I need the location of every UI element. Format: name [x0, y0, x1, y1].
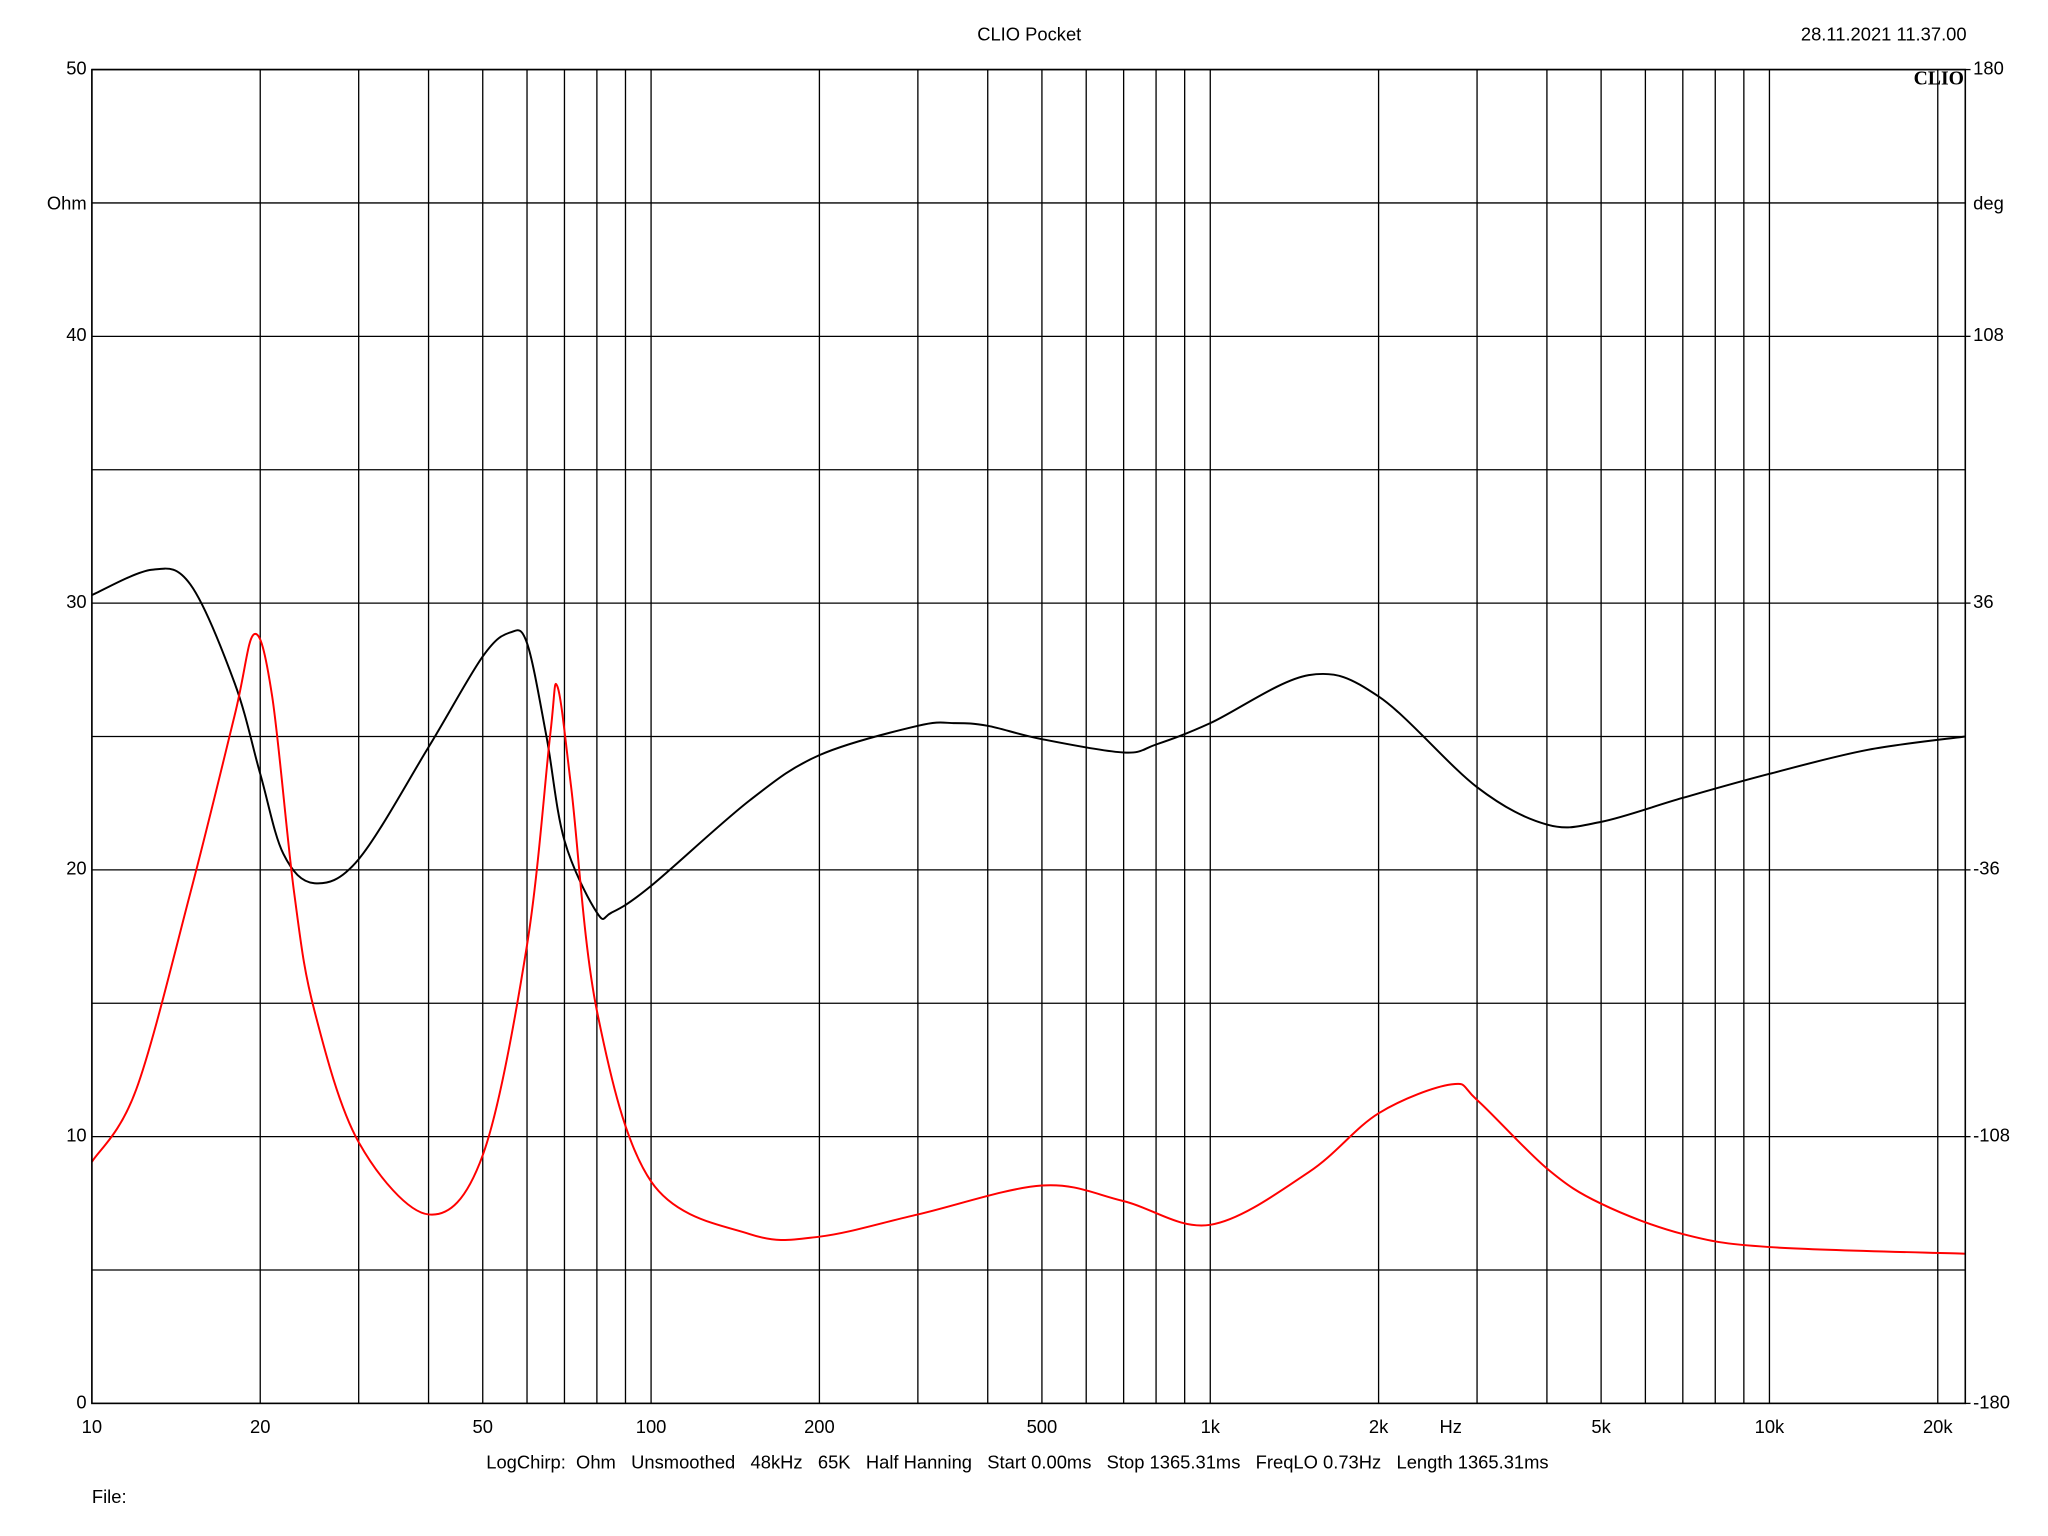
y2-tick-label: 36 [1973, 591, 1993, 612]
x-tick-label: 200 [804, 1416, 835, 1437]
plot-frame [91, 68, 1967, 1405]
file-label: File: [92, 1486, 127, 1507]
series-line [91, 567, 1966, 920]
y-tick-label: 20 [66, 858, 86, 879]
x-tick-label: 2k [1369, 1416, 1389, 1437]
curves [91, 567, 1966, 1255]
x-tick-label: 20 [250, 1416, 270, 1437]
x-tick-label: 500 [1027, 1416, 1058, 1437]
footer: LogChirp: Ohm Unsmoothed 48kHz 65K Half … [486, 1452, 1548, 1473]
x-tick-label: 100 [636, 1416, 667, 1437]
y2-axis-label: deg [1973, 193, 2004, 214]
x-tick-label: 10 [82, 1416, 102, 1437]
x-axis-label: Hz [1439, 1416, 1461, 1437]
y-tick-label: 40 [66, 324, 86, 345]
x-tick-label: 5k [1591, 1416, 1611, 1437]
y2-tick-label: 180 [1973, 57, 2004, 78]
x-tick-label: 10k [1755, 1416, 1785, 1437]
x-tick-label: 1k [1201, 1416, 1221, 1437]
logo: CLIO [1914, 68, 1964, 90]
y2-tick-label: 108 [1973, 324, 2004, 345]
y-tick-label: 50 [66, 57, 86, 78]
y-tick-label: 10 [66, 1124, 86, 1145]
y-tick-label: 30 [66, 591, 86, 612]
y2-tick-label: -108 [1973, 1124, 2010, 1145]
y-tick-label: 0 [76, 1391, 86, 1412]
y-axis-label: Ohm [47, 193, 87, 214]
y2-tick-label: -180 [1973, 1391, 2010, 1412]
timestamp: 28.11.2021 11.37.00 [1801, 23, 1967, 44]
x-tick-label: 50 [473, 1416, 493, 1437]
grid [91, 68, 1971, 1405]
chart-title: CLIO Pocket [977, 23, 1081, 44]
series-line [91, 633, 1966, 1255]
x-tick-label: 20k [1923, 1416, 1953, 1437]
y2-tick-label: -36 [1973, 858, 2000, 879]
